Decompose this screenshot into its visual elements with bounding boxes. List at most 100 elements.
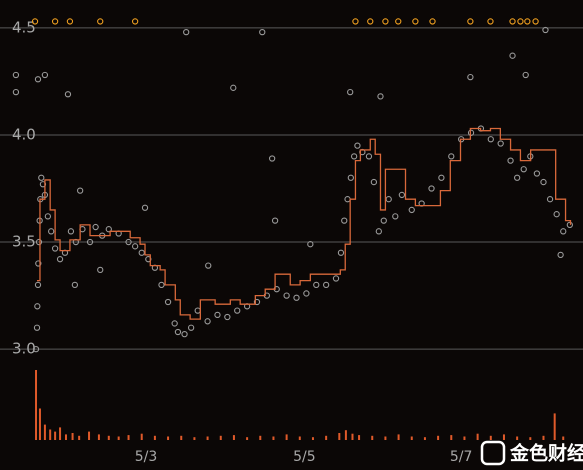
volume-bar xyxy=(43,424,46,440)
volume-bar xyxy=(54,431,57,440)
point xyxy=(71,281,79,289)
point xyxy=(533,170,541,177)
point xyxy=(448,153,455,160)
point xyxy=(204,318,211,325)
y-tick-label: 4.0 xyxy=(12,125,36,143)
volume-bar xyxy=(410,436,413,440)
volume-bar xyxy=(502,434,505,440)
point xyxy=(522,71,529,79)
point xyxy=(367,18,374,25)
volume-bar xyxy=(107,435,110,440)
point xyxy=(347,174,354,181)
volume-bar xyxy=(351,433,354,440)
volume-bar xyxy=(35,370,38,440)
price-line xyxy=(37,127,572,320)
point xyxy=(214,311,221,319)
volume-bar xyxy=(423,437,426,440)
point xyxy=(395,18,402,25)
point xyxy=(398,191,406,199)
point xyxy=(513,174,521,181)
volume-bar xyxy=(219,435,222,440)
point xyxy=(438,174,445,181)
point xyxy=(370,178,378,186)
point xyxy=(557,251,564,259)
volume-bar xyxy=(542,435,545,440)
point xyxy=(97,266,104,274)
point xyxy=(553,211,560,218)
x-tick-label: 5/7 xyxy=(450,449,473,465)
point xyxy=(337,249,345,256)
volume-bar xyxy=(338,433,341,440)
point xyxy=(66,18,74,25)
point xyxy=(141,204,149,211)
point xyxy=(428,185,435,192)
point xyxy=(341,217,348,224)
volume-bar xyxy=(358,435,361,440)
point xyxy=(560,228,567,235)
point xyxy=(507,157,514,164)
volume-bar xyxy=(476,433,479,440)
x-tick-label: 5/3 xyxy=(135,449,158,465)
point xyxy=(313,281,320,289)
volume-bar xyxy=(167,436,170,440)
point xyxy=(542,26,549,34)
point xyxy=(92,223,99,231)
point xyxy=(497,140,504,147)
point xyxy=(520,166,527,173)
watermark: 金色财经 xyxy=(509,442,583,465)
point xyxy=(365,153,373,160)
point xyxy=(51,245,59,252)
point xyxy=(307,241,314,248)
volume-bar xyxy=(259,435,262,440)
point xyxy=(131,243,139,250)
point xyxy=(164,298,172,306)
volume-bar xyxy=(450,435,453,440)
point xyxy=(352,18,359,25)
point xyxy=(540,178,547,186)
point xyxy=(34,303,41,310)
volume-bar xyxy=(371,435,374,440)
point xyxy=(48,228,55,235)
point xyxy=(467,73,474,81)
volume-bar xyxy=(206,436,209,440)
volume-bar xyxy=(562,436,565,440)
point xyxy=(350,153,358,160)
point xyxy=(347,88,354,96)
point xyxy=(38,174,45,181)
point xyxy=(76,187,84,194)
point xyxy=(467,129,475,136)
point xyxy=(32,345,40,353)
point xyxy=(187,324,195,331)
point xyxy=(259,28,266,36)
volume-bar xyxy=(463,436,466,440)
volume-bar xyxy=(59,427,62,440)
volume-bar xyxy=(298,436,301,440)
point xyxy=(268,155,276,162)
point xyxy=(105,226,112,233)
volume-bar xyxy=(516,436,519,440)
volume-bar xyxy=(397,434,400,440)
volume-bar xyxy=(127,435,130,440)
point xyxy=(138,249,145,256)
volume-bar xyxy=(64,434,67,440)
volume-bar xyxy=(49,429,52,440)
volume-bar xyxy=(437,435,440,440)
volume-bar xyxy=(311,437,314,440)
point xyxy=(253,298,261,306)
volume-bar xyxy=(193,437,196,440)
point xyxy=(412,18,419,25)
volume-bar xyxy=(384,436,387,440)
point xyxy=(385,196,392,203)
point xyxy=(174,328,182,336)
point xyxy=(234,307,241,314)
point xyxy=(408,206,415,214)
volume-bar xyxy=(97,434,100,440)
point xyxy=(509,52,516,59)
point xyxy=(283,292,290,299)
point xyxy=(332,275,340,282)
point xyxy=(35,238,43,246)
point xyxy=(382,18,389,25)
point xyxy=(354,142,361,149)
